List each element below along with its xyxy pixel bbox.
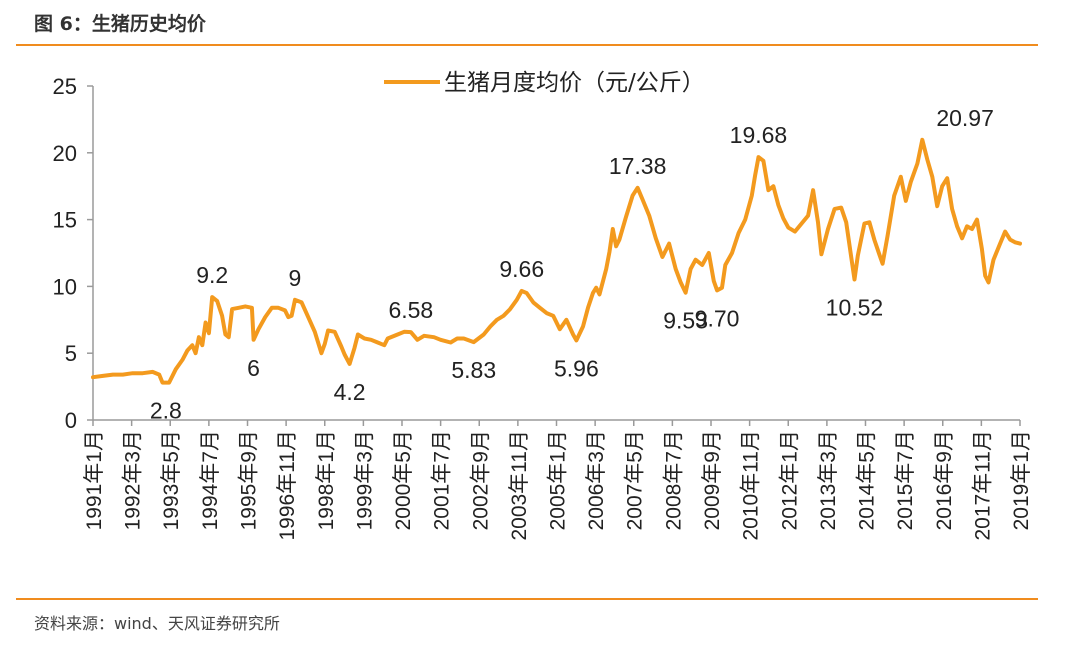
y-tick-label: 20 (53, 141, 77, 166)
data-label: 9.70 (695, 305, 740, 331)
x-tick-label: 2005年1月 (547, 430, 570, 530)
data-label: 4.2 (334, 379, 366, 405)
x-tick-label: 1996年11月 (276, 430, 299, 541)
bottom-divider (16, 598, 1038, 600)
data-label: 9.53 (663, 308, 708, 334)
y-axis-ticks: 0 5 10 15 20 25 (53, 74, 93, 433)
x-tick-label: 2006年3月 (585, 430, 608, 530)
x-tick-label: 2013年3月 (817, 430, 840, 530)
x-axis-ticks: 1991年1月 1992年3月 1993年5月 1994年7月 1995年9月 1996年… (83, 420, 1033, 541)
data-label: 10.52 (826, 294, 884, 320)
top-divider (16, 44, 1038, 46)
x-tick-label: 2017年11月 (971, 430, 994, 541)
x-tick-label: 2008年7月 (662, 430, 685, 530)
y-tick-label: 0 (65, 408, 77, 433)
data-label: 20.97 (936, 105, 994, 131)
data-label: 9.2 (196, 262, 228, 288)
x-tick-label: 2012年1月 (778, 430, 801, 530)
x-tick-label: 1992年3月 (122, 430, 145, 530)
data-labels: 2.8 9.2 6 9 4.2 6.58 5.83 9.66 5.96 17.38 9.539.70… (150, 105, 994, 424)
data-label: 6 (247, 355, 260, 381)
x-tick-label: 2003年11月 (508, 430, 531, 541)
x-tick-label: 1991年1月 (83, 430, 106, 530)
data-label: 9.66 (499, 256, 544, 282)
legend-label: 生猪月度均价（元/公斤） (444, 70, 705, 96)
y-tick-label: 5 (65, 341, 77, 366)
x-tick-label: 1994年7月 (199, 430, 222, 530)
y-tick-label: 15 (53, 208, 77, 233)
x-tick-label: 1995年9月 (238, 430, 261, 530)
data-label: 5.96 (554, 355, 599, 381)
x-tick-label: 1998年1月 (315, 430, 338, 530)
x-tick-label: 2001年7月 (431, 430, 454, 530)
x-tick-label: 2002年9月 (469, 430, 492, 530)
x-tick-label: 2009年9月 (701, 430, 724, 530)
legend: 生猪月度均价（元/公斤） (384, 70, 705, 96)
data-label: 19.68 (730, 122, 788, 148)
x-tick-label: 2000年5月 (392, 430, 415, 530)
series-line-hog-price (91, 137, 1022, 385)
source-note: 资料来源：wind、天风证券研究所 (34, 614, 280, 633)
data-label: 9 (289, 265, 302, 291)
x-tick-label: 2010年11月 (740, 430, 763, 541)
x-tick-label: 2015年7月 (894, 430, 917, 530)
data-label: 5.83 (451, 357, 496, 383)
x-tick-label: 1993年5月 (160, 430, 183, 530)
y-tick-label: 25 (53, 74, 77, 99)
data-label: 17.38 (609, 153, 667, 179)
x-tick-label: 2014年5月 (855, 430, 878, 530)
x-tick-label: 2016年9月 (933, 430, 956, 530)
x-tick-label: 2007年5月 (624, 430, 647, 530)
x-tick-label: 2019年1月 (1010, 430, 1033, 530)
y-tick-label: 10 (53, 274, 77, 299)
x-tick-label: 1999年3月 (353, 430, 376, 530)
data-label: 2.8 (150, 398, 182, 424)
data-label: 6.58 (388, 297, 433, 323)
figure-title: 图 6：生猪历史均价 (34, 13, 206, 35)
